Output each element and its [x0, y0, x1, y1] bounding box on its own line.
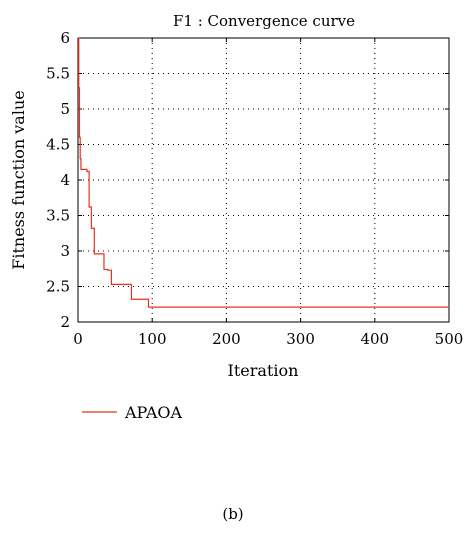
y-tick-label: 2 [60, 313, 70, 331]
x-tick-label: 400 [360, 330, 389, 348]
y-tick-label: 3.5 [46, 207, 70, 225]
figure-caption: (b) [222, 505, 243, 523]
legend-label-apaoa: APAOA [124, 403, 183, 422]
legend: APAOA [82, 403, 183, 422]
x-axis-ticks: 0 100 200 300 400 500 [73, 38, 463, 348]
x-tick-label: 100 [138, 330, 167, 348]
series-group [78, 37, 449, 308]
x-axis-label: Iteration [228, 361, 299, 380]
grid [78, 38, 449, 322]
x-tick-label: 500 [435, 330, 464, 348]
y-tick-label: 4.5 [46, 136, 70, 154]
y-tick-label: 5.5 [46, 65, 70, 83]
y-tick-label: 6 [60, 29, 70, 47]
series-line-apaoa [78, 37, 449, 308]
x-tick-label: 0 [73, 330, 83, 348]
y-axis-ticks: 2 2.5 3 3.5 4 4.5 5 5.5 6 [46, 29, 449, 331]
x-tick-label: 200 [212, 330, 241, 348]
y-tick-label: 3 [60, 242, 70, 260]
x-tick-label: 300 [286, 330, 315, 348]
y-axis-label: Fitness function value [9, 90, 28, 269]
y-tick-label: 5 [60, 100, 70, 118]
y-tick-label: 2.5 [46, 278, 70, 296]
chart-title: F1 : Convergence curve [173, 12, 355, 30]
y-tick-label: 4 [60, 171, 70, 189]
